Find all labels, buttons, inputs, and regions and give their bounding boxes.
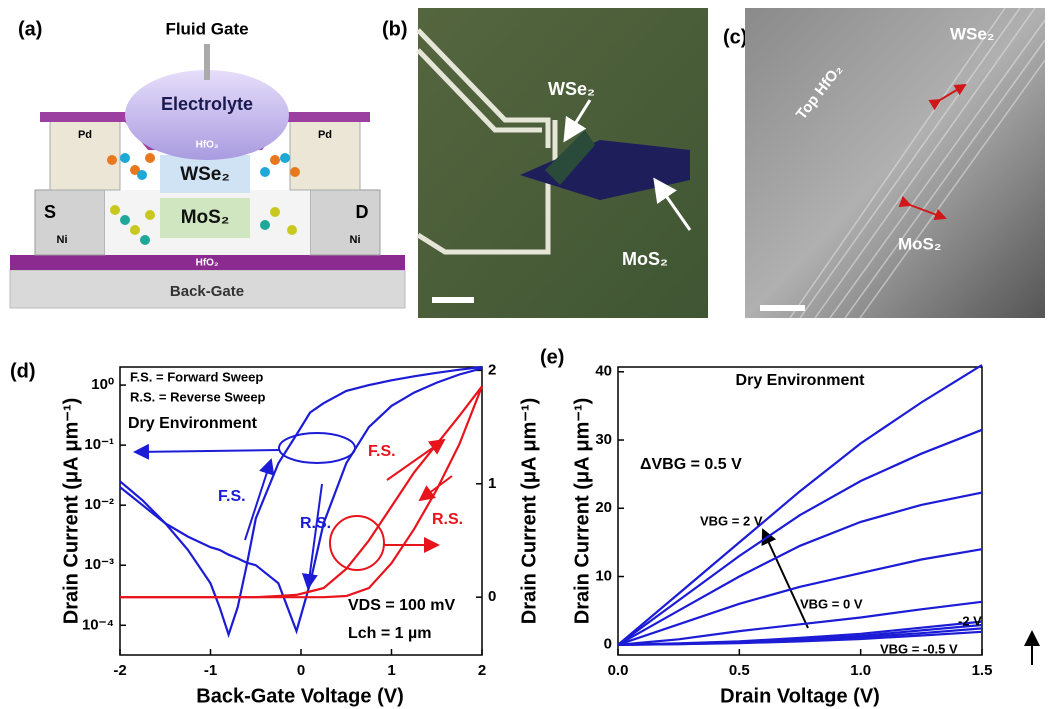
x-tick-label: 0 — [297, 662, 305, 679]
series-label: R.S. — [432, 511, 463, 528]
y-tick-label: 0 — [604, 636, 612, 653]
annotation: Dry Environment — [128, 415, 258, 432]
y-tick-label: 10 — [595, 567, 612, 584]
series-label: F.S. — [218, 488, 246, 505]
y-tick-label: 10⁻³ — [84, 556, 114, 573]
series-label: F.S. — [368, 443, 396, 460]
y2-tick-label: 0 — [488, 588, 496, 605]
annotation: -2 V — [958, 613, 982, 628]
data-line — [120, 368, 482, 631]
y-tick-label: 10⁻⁴ — [82, 616, 114, 633]
label: MoS₂ — [898, 234, 941, 253]
y-tick-label: 40 — [595, 363, 612, 380]
tem-image: (c) Top HfO₂ WSe₂ MoS₂ — [723, 8, 1045, 318]
annotation: F.S. = Forward Sweep — [130, 369, 263, 384]
label: D — [356, 202, 369, 222]
label: Back-Gate — [170, 283, 244, 300]
label: WSe₂ — [548, 79, 595, 99]
label: WSe₂ — [950, 24, 994, 43]
y-tick-label: 30 — [595, 431, 612, 448]
panel-label: (d) — [10, 360, 36, 382]
annotation: VBG = 0 V — [800, 596, 863, 611]
annotation: Lch = 1 µm — [348, 625, 431, 642]
schematic: (a) Fluid Gate Electrolyte Pd Pd HfO₂ WS… — [10, 18, 405, 308]
x-tick-label: -2 — [113, 662, 126, 679]
label: WSe₂ — [180, 164, 230, 185]
x-tick-label: 1.5 — [972, 662, 993, 679]
panel-label: (b) — [382, 18, 408, 40]
label: Ni — [57, 234, 68, 246]
label: MoS₂ — [181, 207, 230, 228]
x-tick-label: 2 — [478, 662, 486, 679]
panel-label: (a) — [18, 18, 42, 40]
label: Fluid Gate — [165, 19, 248, 38]
annotation: R.S. = Reverse Sweep — [130, 389, 266, 404]
x-tick-label: 0.0 — [608, 662, 629, 679]
x-tick-label: 1 — [387, 662, 395, 679]
series-label: R.S. — [300, 515, 331, 532]
label: Electrolyte — [161, 94, 253, 114]
label: HfO₂ — [196, 140, 219, 151]
optical-image: (b) WSe₂ MoS₂ — [382, 8, 708, 318]
y-tick-label: 10⁻² — [84, 496, 114, 513]
y-axis-label: Drain Current (μA μm⁻¹) — [60, 398, 82, 625]
label: MoS₂ — [622, 249, 668, 269]
y2-tick-label: 1 — [488, 475, 496, 492]
annotation: Dry Environment — [736, 372, 866, 389]
x-tick-label: -1 — [204, 662, 217, 679]
annotation: VBG = -0.5 V — [880, 641, 958, 656]
x-tick-label: 1.0 — [850, 662, 871, 679]
panel-label: (e) — [540, 346, 564, 368]
x-axis-label: Drain Voltage (V) — [720, 685, 880, 707]
figure: (a) Fluid Gate Electrolyte Pd Pd HfO₂ WS… — [0, 0, 1049, 709]
y2-axis-label: Drain Current (μA μm⁻¹) — [518, 398, 540, 625]
label: Pd — [78, 129, 92, 141]
y-tick-label: 20 — [595, 499, 612, 516]
label: Ni — [350, 234, 361, 246]
label: S — [44, 202, 56, 222]
y-tick-label: 10⁰ — [91, 376, 114, 393]
label: HfO₂ — [196, 258, 219, 269]
panel-label: (c) — [723, 26, 747, 48]
y-axis-label: Drain Current (μA μm⁻¹) — [571, 398, 593, 625]
y2-tick-label: 2 — [488, 361, 496, 378]
x-axis-label: Back-Gate Voltage (V) — [196, 685, 403, 707]
annotation: VBG = 2 V — [700, 513, 763, 528]
annotation: VDS = 100 mV — [348, 597, 456, 614]
y-tick-label: 10⁻¹ — [84, 436, 114, 453]
annotation: ΔVBG = 0.5 V — [640, 456, 742, 473]
label: Pd — [318, 129, 332, 141]
x-tick-label: 0.5 — [729, 662, 750, 679]
